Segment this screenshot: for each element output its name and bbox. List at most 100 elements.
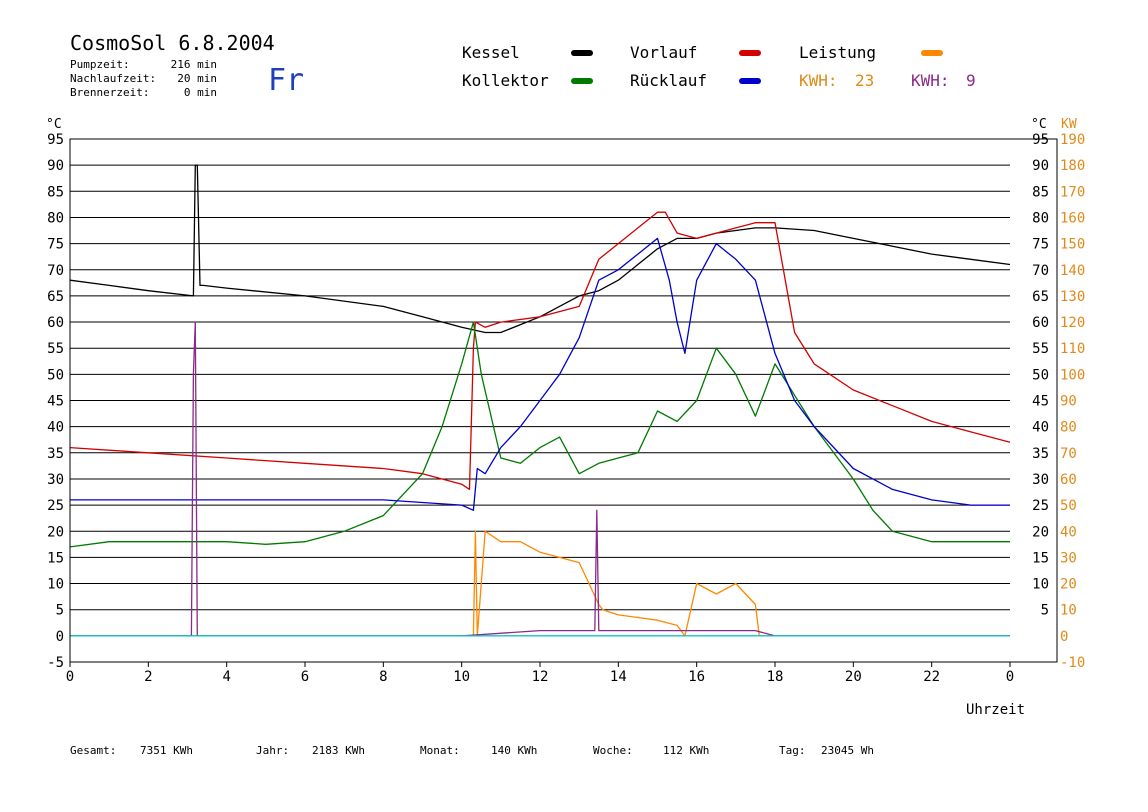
y-right-tick: 25	[1032, 498, 1049, 514]
y-right-tick: 65	[1032, 289, 1049, 305]
x-tick: 8	[379, 669, 387, 685]
y-kw-tick: 50	[1060, 498, 1077, 514]
kwh-value-1: 23	[855, 71, 874, 90]
y-left-tick: 45	[47, 394, 64, 410]
series-line-kwh	[70, 321, 1010, 637]
x-tick: 10	[453, 669, 470, 685]
y-kw-tick: 100	[1060, 367, 1085, 383]
info-value-pumpzeit: 216 min	[171, 58, 217, 71]
y-right-tick: 95	[1032, 132, 1049, 148]
y-left-tick: 35	[47, 446, 64, 462]
y-left-tick: 85	[47, 184, 64, 200]
y-right-tick: 80	[1032, 210, 1049, 226]
y-right-tick: 15	[1032, 550, 1049, 566]
footer-totals: Gesamt: 7351 KWh Jahr: 2183 KWh Monat: 1…	[70, 744, 874, 757]
kwh-label-2: KWH:	[911, 71, 950, 90]
x-tick: 20	[845, 669, 862, 685]
y-left-tick: 10	[47, 577, 64, 593]
x-tick: 4	[222, 669, 230, 685]
info-label-pumpzeit: Pumpzeit:	[70, 58, 130, 71]
y-right-tick: 40	[1032, 420, 1049, 436]
y-left-tick: 0	[56, 629, 64, 645]
y-kw-tick: 30	[1060, 550, 1077, 566]
footer-value-tag: 23045 Wh	[821, 744, 874, 757]
y-left-tick: 90	[47, 158, 64, 174]
weekday-label: Fr	[268, 63, 304, 98]
x-tick: 12	[532, 669, 549, 685]
y-kw-tick: 180	[1060, 158, 1085, 174]
footer-label-jahr: Jahr:	[256, 744, 289, 757]
y-right-tick: 75	[1032, 237, 1049, 253]
y-left-tick: 25	[47, 498, 64, 514]
footer-value-jahr: 2183 KWh	[312, 744, 365, 757]
y-left-tick: 70	[47, 263, 64, 279]
legend: Kessel Vorlauf Leistung Kollektor Rückla…	[462, 43, 976, 90]
y-left-tick: 60	[47, 315, 64, 331]
y-right-tick: 35	[1032, 446, 1049, 462]
y-right-tick: 50	[1032, 367, 1049, 383]
series-line-kollektor	[69, 321, 1010, 548]
footer-value-woche: 112 KWh	[663, 744, 709, 757]
legend-label-vorlauf: Vorlauf	[630, 43, 697, 62]
footer-label-tag: Tag:	[779, 744, 806, 757]
footer-value-monat: 140 KWh	[491, 744, 537, 757]
footer-label-woche: Woche:	[593, 744, 633, 757]
plot-frame	[69, 138, 1058, 663]
y-right-tick: 10	[1032, 577, 1049, 593]
series-line-leistung	[70, 530, 1010, 637]
footer-label-gesamt: Gesamt:	[70, 744, 116, 757]
grid-lines	[69, 138, 1011, 667]
kwh-label-1: KWH:	[799, 71, 838, 90]
x-tick: 0	[66, 669, 74, 685]
legend-label-kessel: Kessel	[462, 43, 520, 62]
series-line-vorlauf	[69, 211, 1011, 491]
y-kw-tick: 160	[1060, 210, 1085, 226]
info-label-brennerzeit: Brennerzeit:	[70, 86, 149, 99]
x-tick: 18	[767, 669, 784, 685]
series-line-kessel	[69, 164, 1011, 334]
y-left-tick: 75	[47, 237, 64, 253]
y-right-tick: 60	[1032, 315, 1049, 331]
y-right-tick: 5	[1041, 603, 1049, 619]
y-right-tick: 85	[1032, 184, 1049, 200]
y-left-tick: 20	[47, 524, 64, 540]
y-kw-tick: 140	[1060, 263, 1085, 279]
x-tick: 6	[301, 669, 309, 685]
legend-label-leistung: Leistung	[799, 43, 876, 62]
y-kw-tick: 40	[1060, 524, 1077, 540]
info-label-nachlaufzeit: Nachlaufzeit:	[70, 72, 156, 85]
series-lines	[69, 164, 1011, 637]
x-tick: 2	[144, 669, 152, 685]
y-kw-tick: 60	[1060, 472, 1077, 488]
y-left-tick: 65	[47, 289, 64, 305]
y-kw-tick: 110	[1060, 341, 1085, 357]
y-left-tick: 80	[47, 210, 64, 226]
tick-labels: -505101520253035404550556065707580859095…	[47, 132, 1085, 685]
y-left-tick: 40	[47, 420, 64, 436]
x-tick: 0	[1006, 669, 1014, 685]
chart-title: CosmoSol 6.8.2004	[70, 31, 275, 55]
y-kw-unit: KW	[1061, 117, 1077, 132]
x-axis-label: Uhrzeit	[966, 702, 1025, 718]
y-kw-tick: 190	[1060, 132, 1085, 148]
x-tick: 16	[688, 669, 705, 685]
series-line-r-cklauf	[70, 237, 1010, 511]
legend-label-kollektor: Kollektor	[462, 71, 549, 90]
info-value-nachlaufzeit: 20 min	[177, 72, 217, 85]
y-kw-tick: 80	[1060, 420, 1077, 436]
y-right-tick: 70	[1032, 263, 1049, 279]
info-block: Pumpzeit: 216 min Nachlaufzeit: 20 min B…	[70, 58, 217, 99]
y-left-tick: 55	[47, 341, 64, 357]
y-right-tick: 55	[1032, 341, 1049, 357]
y-right-tick: 20	[1032, 524, 1049, 540]
y-left-tick: -5	[47, 655, 64, 671]
y-left-tick: 5	[56, 603, 64, 619]
info-value-brennerzeit: 0 min	[184, 86, 217, 99]
y-kw-tick: 120	[1060, 315, 1085, 331]
x-tick: 22	[923, 669, 940, 685]
y-kw-tick: -10	[1060, 655, 1085, 671]
legend-label-ruecklauf: Rücklauf	[630, 71, 707, 90]
y-kw-tick: 130	[1060, 289, 1085, 305]
y-kw-tick: 0	[1060, 629, 1068, 645]
